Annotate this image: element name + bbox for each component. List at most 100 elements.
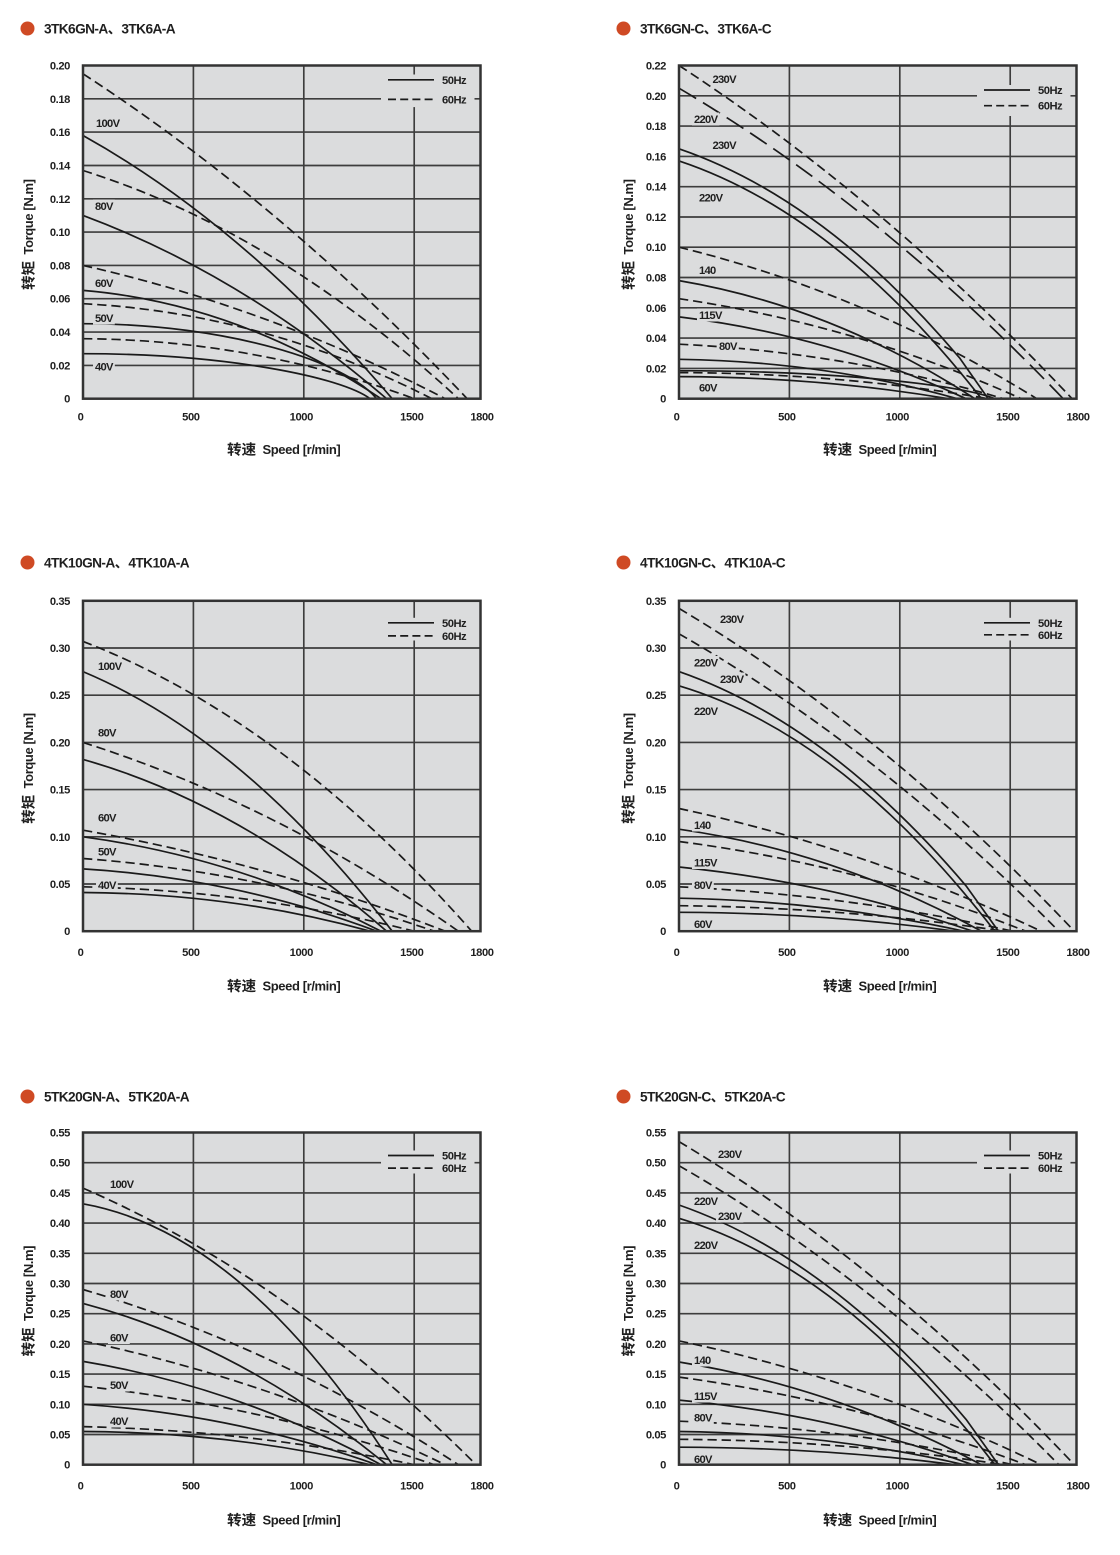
svg-text:0.16: 0.16 <box>50 127 70 139</box>
svg-text:0: 0 <box>78 947 84 959</box>
svg-text:80V: 80V <box>110 1289 129 1301</box>
svg-text:0.02: 0.02 <box>646 363 666 375</box>
svg-text:3TK6GN-C: 3TK6GN-C <box>640 21 704 36</box>
svg-text:0: 0 <box>64 394 70 406</box>
svg-text:0.16: 0.16 <box>646 151 666 163</box>
svg-text:500: 500 <box>182 412 200 424</box>
svg-text:60Hz: 60Hz <box>1038 101 1063 113</box>
svg-text:Torque [N.m]: Torque [N.m] <box>621 179 636 254</box>
svg-text:80V: 80V <box>95 201 114 213</box>
svg-text:50Hz: 50Hz <box>442 1151 467 1163</box>
svg-text:0.10: 0.10 <box>50 1399 70 1411</box>
svg-text:Speed [r/min]: Speed [r/min] <box>859 1513 937 1528</box>
svg-text:1800: 1800 <box>1066 412 1089 424</box>
svg-text:1500: 1500 <box>996 1481 1019 1493</box>
svg-text:100V: 100V <box>98 661 123 673</box>
svg-text:0: 0 <box>674 412 680 424</box>
svg-text:0.10: 0.10 <box>50 832 70 844</box>
svg-text:220V: 220V <box>699 193 724 205</box>
svg-text:1500: 1500 <box>400 412 423 424</box>
svg-text:0.15: 0.15 <box>646 785 666 797</box>
svg-text:80V: 80V <box>694 1413 713 1425</box>
svg-text:Speed [r/min]: Speed [r/min] <box>263 442 341 457</box>
svg-text:50Hz: 50Hz <box>1038 618 1063 630</box>
svg-text:0.05: 0.05 <box>646 1430 666 1442</box>
svg-text:140: 140 <box>699 265 716 277</box>
svg-text:50Hz: 50Hz <box>442 618 467 630</box>
svg-text:1800: 1800 <box>470 1481 493 1493</box>
svg-text:115V: 115V <box>694 1391 718 1403</box>
svg-text:0: 0 <box>78 412 84 424</box>
svg-text:0.05: 0.05 <box>646 879 666 891</box>
svg-text:1500: 1500 <box>400 1481 423 1493</box>
svg-text:0.08: 0.08 <box>646 273 666 285</box>
svg-text:0.10: 0.10 <box>646 1399 666 1411</box>
svg-text:0.25: 0.25 <box>646 1309 666 1321</box>
svg-text:40V: 40V <box>110 1416 129 1428</box>
svg-text:50Hz: 50Hz <box>442 75 467 87</box>
svg-text:0.10: 0.10 <box>646 242 666 254</box>
svg-text:50V: 50V <box>95 313 114 325</box>
svg-text:1000: 1000 <box>886 947 909 959</box>
svg-text:0.12: 0.12 <box>646 212 666 224</box>
svg-text:220V: 220V <box>694 114 719 126</box>
svg-text:220V: 220V <box>694 706 719 718</box>
svg-text:0.08: 0.08 <box>50 260 70 272</box>
svg-text:50V: 50V <box>98 847 117 859</box>
svg-text:0.30: 0.30 <box>50 643 70 655</box>
svg-text:1500: 1500 <box>996 947 1019 959</box>
svg-text:100V: 100V <box>110 1179 135 1191</box>
svg-text:1800: 1800 <box>1066 947 1089 959</box>
svg-text:0.14: 0.14 <box>50 160 71 172</box>
svg-text:0.06: 0.06 <box>646 303 666 315</box>
svg-text:0.45: 0.45 <box>50 1188 70 1200</box>
svg-text:Torque [N.m]: Torque [N.m] <box>21 713 36 788</box>
svg-text:0.35: 0.35 <box>646 1248 666 1260</box>
svg-text:0.04: 0.04 <box>646 333 667 345</box>
svg-text:0: 0 <box>660 926 666 938</box>
svg-text:1000: 1000 <box>886 412 909 424</box>
svg-text:0.05: 0.05 <box>50 1430 70 1442</box>
svg-text:4TK10A-C: 4TK10A-C <box>724 555 785 570</box>
svg-text:0.20: 0.20 <box>50 737 70 749</box>
svg-text:0.20: 0.20 <box>646 1339 666 1351</box>
svg-text:0.20: 0.20 <box>50 61 70 73</box>
svg-text:0.35: 0.35 <box>50 1248 70 1260</box>
svg-text:0.15: 0.15 <box>50 785 70 797</box>
svg-text:500: 500 <box>778 412 796 424</box>
svg-text:60Hz: 60Hz <box>1038 630 1063 642</box>
svg-text:60Hz: 60Hz <box>442 1163 467 1175</box>
svg-text:5TK20A-A: 5TK20A-A <box>128 1089 189 1104</box>
svg-text:0.35: 0.35 <box>50 596 70 608</box>
svg-text:4TK10A-A: 4TK10A-A <box>128 555 189 570</box>
svg-text:0.10: 0.10 <box>646 832 666 844</box>
svg-text:60V: 60V <box>110 1333 129 1345</box>
svg-text:4TK10GN-C: 4TK10GN-C <box>640 555 711 570</box>
svg-text:0.50: 0.50 <box>50 1158 70 1170</box>
svg-text:0.22: 0.22 <box>646 61 666 73</box>
svg-text:1800: 1800 <box>470 412 493 424</box>
svg-text:0: 0 <box>674 1481 680 1493</box>
svg-text:0.12: 0.12 <box>50 194 70 206</box>
svg-text:500: 500 <box>182 947 200 959</box>
svg-text:80V: 80V <box>719 341 738 353</box>
svg-text:60V: 60V <box>694 919 713 931</box>
svg-text:140: 140 <box>694 1355 711 1367</box>
svg-text:60V: 60V <box>98 813 117 825</box>
svg-text:80V: 80V <box>694 880 713 892</box>
svg-text:500: 500 <box>182 1481 200 1493</box>
svg-text:Torque [N.m]: Torque [N.m] <box>21 179 36 254</box>
svg-text:60V: 60V <box>95 278 114 290</box>
svg-text:40V: 40V <box>95 362 114 374</box>
svg-text:0.40: 0.40 <box>50 1218 70 1230</box>
svg-text:1500: 1500 <box>996 412 1019 424</box>
svg-text:0: 0 <box>660 1460 666 1472</box>
svg-text:0.06: 0.06 <box>50 294 70 306</box>
svg-text:1800: 1800 <box>470 947 493 959</box>
svg-text:115V: 115V <box>694 858 718 870</box>
svg-text:0.14: 0.14 <box>646 182 667 194</box>
svg-text:0.55: 0.55 <box>50 1128 70 1140</box>
svg-text:0.30: 0.30 <box>646 1279 666 1291</box>
svg-text:0.25: 0.25 <box>646 690 666 702</box>
svg-text:100V: 100V <box>96 118 121 130</box>
